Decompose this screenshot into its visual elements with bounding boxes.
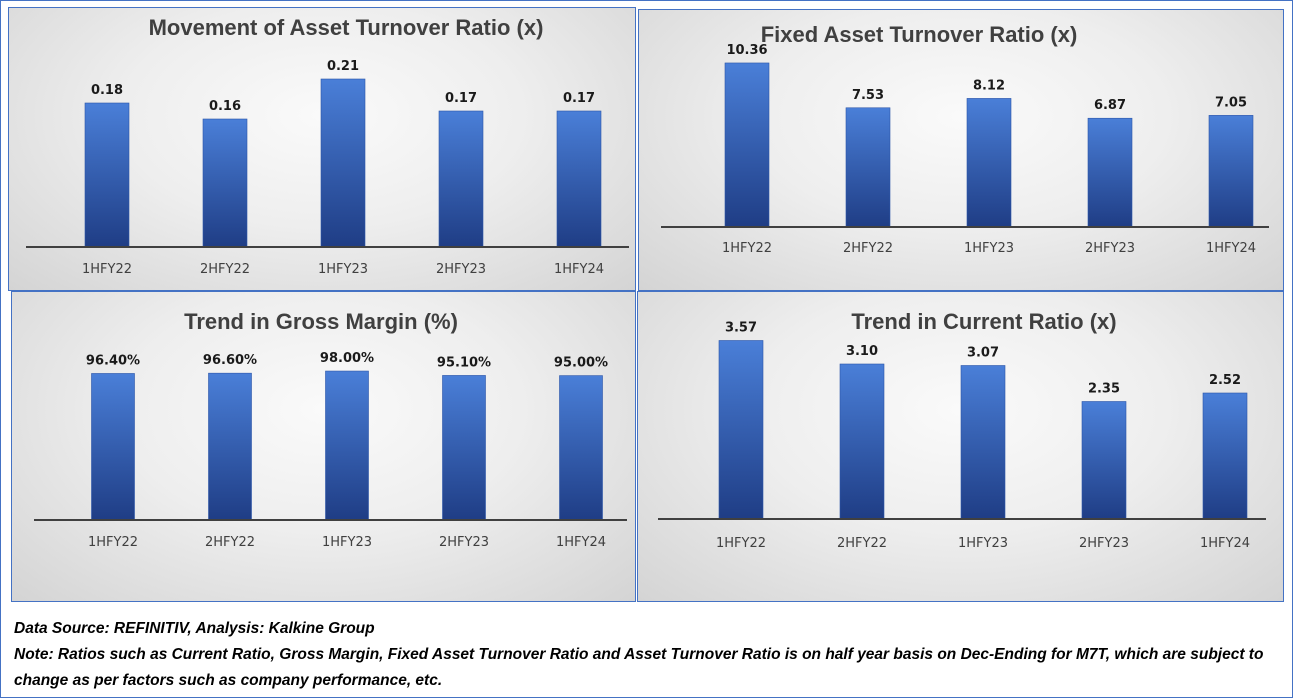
x-tick-label: 1HFY22 bbox=[88, 535, 138, 550]
fixed-asset-turnover-chart-panel: Fixed Asset Turnover Ratio (x) 10.36 1HFY2… bbox=[638, 9, 1284, 291]
data-label: 3.57 bbox=[725, 321, 757, 336]
bar-2hfy22 bbox=[845, 107, 891, 228]
x-tick-label: 1HFY23 bbox=[322, 535, 372, 550]
data-label: 3.07 bbox=[967, 346, 999, 361]
data-label: 6.87 bbox=[1094, 98, 1126, 113]
x-tick-label: 1HFY22 bbox=[82, 262, 132, 277]
x-tick-label: 1HFY24 bbox=[1200, 536, 1250, 551]
x-tick-label: 2HFY23 bbox=[1085, 241, 1135, 256]
bar-1hfy22 bbox=[718, 340, 764, 520]
asset-turnover-chart: Movement of Asset Turnover Ratio (x) 0.18… bbox=[26, 15, 629, 277]
data-label: 0.21 bbox=[327, 59, 359, 74]
bar-2hfy22 bbox=[202, 118, 248, 248]
x-tick-label: 2HFY22 bbox=[843, 241, 893, 256]
bar-2hfy23 bbox=[1081, 401, 1127, 520]
bar-1hfy23 bbox=[966, 98, 1012, 228]
x-tick-label: 2HFY23 bbox=[439, 535, 489, 550]
data-label: 0.17 bbox=[563, 91, 595, 106]
data-source-text: Data Source: REFINITIV, Analysis: Kalkin… bbox=[14, 620, 375, 637]
asset-turnover-chart-panel: Movement of Asset Turnover Ratio (x) 0.18… bbox=[8, 7, 636, 291]
chart-title: Trend in Gross Margin (%) bbox=[184, 309, 458, 334]
x-tick-label: 1HFY22 bbox=[722, 241, 772, 256]
data-label: 0.18 bbox=[91, 83, 123, 98]
bar-2hfy23 bbox=[442, 375, 486, 521]
x-tick-label: 2HFY22 bbox=[837, 536, 887, 551]
x-tick-label: 2HFY23 bbox=[1079, 536, 1129, 551]
data-label: 7.53 bbox=[852, 88, 884, 103]
bar-2hfy23 bbox=[438, 110, 484, 248]
bar-1hfy23 bbox=[325, 370, 369, 521]
bar-1hfy22 bbox=[91, 373, 135, 521]
bar-1hfy22 bbox=[84, 102, 130, 248]
x-tick-label: 1HFY24 bbox=[1206, 241, 1256, 256]
x-tick-label: 1HFY23 bbox=[318, 262, 368, 277]
data-label: 3.10 bbox=[846, 344, 878, 359]
bar-1hfy22 bbox=[724, 62, 770, 228]
data-label: 10.36 bbox=[726, 43, 767, 58]
bar-2hfy22 bbox=[208, 372, 252, 521]
chart-title: Movement of Asset Turnover Ratio (x) bbox=[149, 15, 544, 40]
data-label: 7.05 bbox=[1215, 95, 1247, 110]
x-tick-label: 2HFY23 bbox=[436, 262, 486, 277]
data-label: 95.10% bbox=[437, 355, 491, 370]
chart-title: Fixed Asset Turnover Ratio (x) bbox=[761, 22, 1078, 47]
data-label: 96.60% bbox=[203, 353, 257, 368]
footer-notes: Data Source: REFINITIV, Analysis: Kalkin… bbox=[14, 616, 1279, 694]
current-ratio-chart: Trend in Current Ratio (x) 3.57 1HFY22 3.10… bbox=[658, 309, 1266, 551]
bar-1hfy24 bbox=[1202, 392, 1248, 520]
x-tick-label: 1HFY24 bbox=[554, 262, 604, 277]
x-tick-label: 1HFY23 bbox=[964, 241, 1014, 256]
bar-2hfy22 bbox=[839, 363, 885, 520]
x-tick-label: 1HFY23 bbox=[958, 536, 1008, 551]
data-label: 95.00% bbox=[554, 356, 608, 371]
x-tick-label: 2HFY22 bbox=[205, 535, 255, 550]
bar-1hfy23 bbox=[960, 365, 1006, 520]
fixed-asset-turnover-chart: Fixed Asset Turnover Ratio (x)10.36 1HFY2… bbox=[661, 22, 1269, 256]
bar-2hfy23 bbox=[1087, 117, 1133, 228]
note-text: Note: Ratios such as Current Ratio, Gros… bbox=[14, 646, 1264, 689]
data-label: 0.16 bbox=[209, 99, 241, 114]
x-tick-label: 1HFY22 bbox=[716, 536, 766, 551]
data-label: 2.52 bbox=[1209, 373, 1241, 388]
data-label: 0.17 bbox=[445, 91, 477, 106]
x-tick-label: 1HFY24 bbox=[556, 535, 606, 550]
bar-1hfy23 bbox=[320, 78, 366, 248]
gross-margin-chart-panel: Trend in Gross Margin (%) 96.40% 1HFY22 96.… bbox=[11, 291, 636, 602]
bar-1hfy24 bbox=[556, 110, 602, 248]
data-label: 96.40% bbox=[86, 353, 140, 368]
bar-1hfy24 bbox=[1208, 115, 1254, 228]
current-ratio-chart-panel: Trend in Current Ratio (x) 3.57 1HFY22 3.10… bbox=[637, 291, 1284, 602]
data-label: 8.12 bbox=[973, 78, 1005, 93]
x-tick-label: 2HFY22 bbox=[200, 262, 250, 277]
data-label: 2.35 bbox=[1088, 382, 1120, 397]
bar-1hfy24 bbox=[559, 375, 603, 521]
gross-margin-chart: Trend in Gross Margin (%) 96.40% 1HFY22 96.… bbox=[34, 309, 627, 550]
data-label: 98.00% bbox=[320, 351, 374, 366]
chart-title: Trend in Current Ratio (x) bbox=[851, 309, 1116, 334]
